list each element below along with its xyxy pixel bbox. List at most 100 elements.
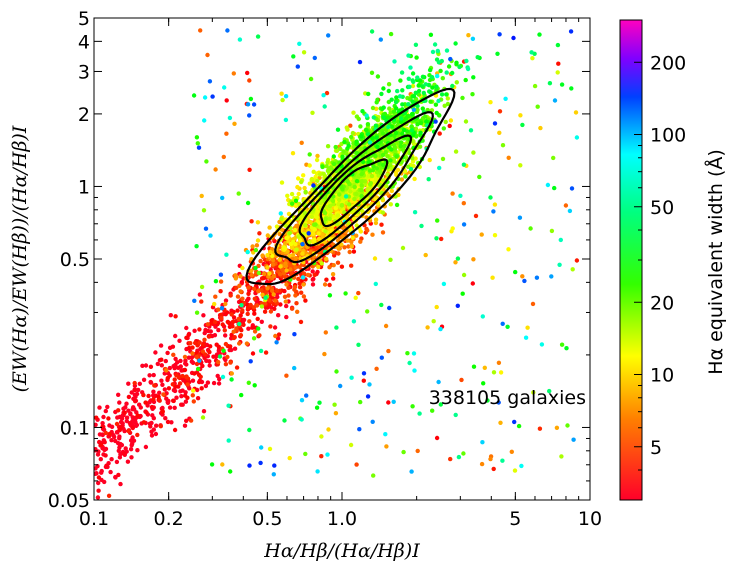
data-point [128, 447, 134, 452]
data-point [480, 440, 485, 445]
data-point [234, 326, 239, 331]
data-point [324, 204, 329, 210]
data-point [446, 64, 452, 69]
data-point [141, 420, 147, 425]
data-point [194, 310, 200, 315]
data-point [263, 295, 268, 300]
data-point [361, 159, 366, 165]
data-point [282, 274, 288, 279]
data-point [252, 383, 257, 388]
data-point [303, 451, 308, 457]
data-point [126, 428, 131, 434]
data-point [392, 59, 397, 64]
data-point [403, 174, 408, 179]
data-point [109, 457, 114, 462]
data-point [466, 33, 471, 38]
data-point [229, 312, 234, 317]
data-point [148, 380, 154, 385]
x-tick-label: 1.0 [327, 508, 357, 530]
data-point [497, 109, 503, 114]
data-point [359, 193, 364, 199]
data-point [441, 126, 446, 131]
data-point [358, 124, 363, 129]
data-point [191, 399, 196, 404]
data-point [370, 419, 375, 424]
data-point [116, 408, 121, 413]
data-point [250, 244, 255, 249]
data-point [182, 367, 188, 373]
data-point [157, 398, 162, 403]
x-tick-label: 0.2 [154, 508, 184, 530]
data-point [342, 139, 347, 145]
x-tick-label: 5 [509, 508, 521, 530]
data-point [153, 431, 159, 437]
data-point [293, 255, 299, 261]
data-point [388, 257, 393, 262]
data-point [217, 376, 222, 382]
data-point [450, 191, 455, 196]
data-point [454, 60, 459, 65]
data-point [319, 261, 324, 266]
data-point [339, 203, 345, 208]
data-point [167, 405, 173, 410]
data-point [410, 83, 416, 89]
data-point [160, 405, 165, 411]
data-point [356, 116, 361, 122]
data-point [414, 55, 419, 60]
data-point [442, 103, 447, 109]
data-point [435, 73, 440, 79]
data-point [248, 359, 253, 364]
data-point [246, 291, 251, 296]
data-point [387, 305, 392, 311]
data-point [379, 302, 384, 308]
data-point [248, 96, 254, 102]
data-point [447, 123, 452, 129]
data-point [430, 49, 436, 55]
data-point [96, 480, 101, 486]
data-point [277, 257, 282, 262]
data-point [331, 154, 336, 159]
data-point [222, 85, 227, 90]
data-point [250, 351, 256, 356]
data-point [293, 203, 298, 209]
data-point [228, 293, 233, 298]
data-point [232, 121, 237, 127]
data-point [265, 253, 270, 258]
data-point [179, 402, 184, 407]
data-point [166, 386, 172, 391]
data-point [163, 416, 168, 421]
data-point [569, 86, 574, 91]
data-point [232, 346, 238, 351]
data-point [177, 381, 183, 386]
data-point [185, 382, 190, 387]
data-point [303, 223, 308, 228]
data-point [239, 328, 244, 333]
data-point [375, 144, 380, 149]
data-point [321, 93, 326, 98]
data-point [574, 258, 580, 263]
data-point [297, 41, 302, 46]
data-point [371, 473, 376, 478]
data-point [408, 166, 414, 172]
data-point [358, 399, 363, 405]
data-point [325, 144, 331, 149]
data-point [184, 335, 189, 340]
data-point [412, 176, 417, 182]
data-point [326, 33, 331, 38]
data-point [165, 375, 170, 381]
data-point [551, 155, 556, 161]
data-point [301, 173, 306, 178]
data-point [523, 335, 529, 340]
data-point [137, 381, 142, 386]
data-point [477, 174, 482, 180]
data-point [190, 351, 195, 356]
data-point [320, 164, 325, 170]
data-point [160, 382, 165, 387]
data-point [369, 173, 375, 179]
data-point [159, 363, 164, 368]
data-point [470, 281, 475, 286]
data-point [274, 340, 279, 345]
data-point [221, 348, 226, 353]
data-point [346, 143, 351, 148]
data-point [224, 131, 229, 136]
